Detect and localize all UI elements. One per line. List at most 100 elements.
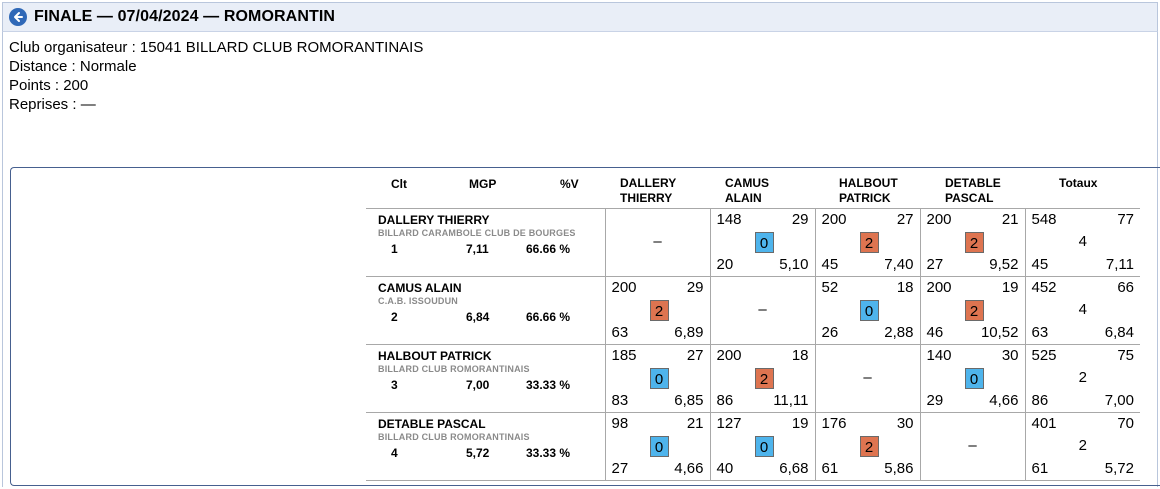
match-average: 6,68 — [779, 460, 809, 477]
total-average: 7,00 — [1104, 392, 1134, 409]
match-cell: 148 29 0 20 5,10 — [709, 208, 816, 277]
player-win-pct: 33.33 % — [526, 446, 571, 460]
match-average: 6,85 — [674, 392, 704, 409]
match-cell: 52 18 0 26 2,88 — [814, 276, 921, 345]
match-best-serie: 27 — [611, 460, 629, 477]
match-reprises: 19 — [1001, 279, 1019, 296]
total-average: 6,84 — [1104, 324, 1134, 341]
self-match-dash: – — [968, 437, 977, 454]
header-opponent: HALBOUT PATRICK — [839, 176, 898, 205]
match-best-serie: 40 — [716, 460, 734, 477]
match-reprises: 27 — [896, 211, 914, 228]
total-reprises: 66 — [1117, 279, 1134, 296]
match-points: 200 — [716, 347, 742, 364]
total-reprises: 70 — [1117, 415, 1134, 432]
match-reprises: 29 — [791, 211, 809, 228]
match-cell: 200 18 2 86 11,11 — [709, 344, 816, 413]
player-club: BILLARD CLUB ROMORANTINAIS — [378, 432, 530, 442]
match-cell: 200 21 2 27 9,52 — [919, 208, 1026, 277]
back-arrow-icon[interactable] — [9, 8, 27, 26]
total-points: 548 — [1031, 211, 1057, 228]
match-cell: 127 19 0 40 6,68 — [709, 412, 816, 481]
match-reprises: 29 — [686, 279, 704, 296]
match-result-badge: 2 — [859, 232, 879, 253]
match-best-serie: 86 — [716, 392, 734, 409]
total-best-serie: 61 — [1031, 460, 1049, 477]
total-reprises: 77 — [1117, 211, 1134, 228]
header-clt: Clt — [391, 177, 407, 191]
match-best-serie: 29 — [926, 392, 944, 409]
self-match-dash: – — [653, 233, 662, 250]
match-average: 2,88 — [884, 324, 914, 341]
player-rank: 1 — [391, 242, 398, 256]
total-match-points: 2 — [1078, 437, 1087, 454]
player-name: DALLERY THIERRY — [378, 213, 490, 227]
match-cell: 98 21 0 27 4,66 — [604, 412, 711, 481]
player-mgp: 5,72 — [466, 446, 490, 460]
table-row: DETABLE PASCAL BILLARD CLUB ROMORANTINAIS… — [366, 412, 1140, 481]
match-reprises: 18 — [791, 347, 809, 364]
header-opponent: CAMUS ALAIN — [725, 176, 769, 205]
match-average: 11,11 — [773, 392, 809, 409]
match-best-serie: 27 — [926, 256, 944, 273]
totals-cell: 401 70 2 61 5,72 — [1024, 412, 1140, 481]
match-average: 5,86 — [884, 460, 914, 477]
match-best-serie: 45 — [821, 256, 839, 273]
table-row: DALLERY THIERRY BILLARD CARAMBOLE CLUB DE… — [366, 208, 1140, 277]
totals-cell: 525 75 2 86 7,00 — [1024, 344, 1140, 413]
distance-info: Distance : Normale — [9, 58, 137, 75]
reprises-info: Reprises : — — [9, 96, 96, 113]
player-club: C.A.B. ISSOUDUN — [378, 296, 459, 306]
match-points: 200 — [821, 211, 847, 228]
match-result-badge: 0 — [859, 300, 879, 321]
match-average: 4,66 — [989, 392, 1019, 409]
match-best-serie: 63 — [611, 324, 629, 341]
self-match-dash: – — [863, 369, 872, 386]
total-match-points: 4 — [1078, 233, 1087, 250]
totals-cell: 548 77 4 45 7,11 — [1024, 208, 1140, 277]
match-result-badge: 0 — [754, 436, 774, 457]
match-average: 10,52 — [980, 324, 1019, 341]
total-points: 525 — [1031, 347, 1057, 364]
match-average: 9,52 — [989, 256, 1019, 273]
page-title: FINALE — 07/04/2024 — ROMORANTIN — [34, 8, 336, 25]
match-reprises: 19 — [791, 415, 809, 432]
player-club: BILLARD CARAMBOLE CLUB DE BOURGES — [378, 228, 576, 238]
match-best-serie: 26 — [821, 324, 839, 341]
match-cell: – — [814, 344, 921, 413]
match-points: 176 — [821, 415, 847, 432]
match-average: 6,89 — [674, 324, 704, 341]
match-best-serie: 61 — [821, 460, 839, 477]
match-result-badge: 2 — [964, 232, 984, 253]
match-points: 52 — [821, 279, 839, 296]
player-rank: 4 — [391, 446, 398, 460]
player-win-pct: 33.33 % — [526, 378, 571, 392]
match-cell: – — [604, 208, 711, 277]
organizer-club: Club organisateur : 15041 BILLARD CLUB R… — [9, 39, 424, 56]
match-average: 7,40 — [884, 256, 914, 273]
self-match-dash: – — [758, 301, 767, 318]
results-table: DALLERY THIERRY BILLARD CARAMBOLE CLUB DE… — [366, 208, 1140, 481]
total-best-serie: 63 — [1031, 324, 1049, 341]
match-cell: 200 19 2 46 10,52 — [919, 276, 1026, 345]
table-row: CAMUS ALAIN C.A.B. ISSOUDUN 2 6,84 66.66 % 20… — [366, 276, 1140, 345]
match-reprises: 27 — [686, 347, 704, 364]
match-result-badge: 0 — [649, 436, 669, 457]
header-mgp: MGP — [469, 177, 497, 191]
total-reprises: 75 — [1117, 347, 1134, 364]
match-reprises: 21 — [686, 415, 704, 432]
match-result-badge: 2 — [754, 368, 774, 389]
total-best-serie: 45 — [1031, 256, 1049, 273]
player-mgp: 7,11 — [466, 242, 489, 256]
match-reprises: 18 — [896, 279, 914, 296]
match-points: 148 — [716, 211, 742, 228]
match-best-serie: 83 — [611, 392, 629, 409]
match-points: 140 — [926, 347, 952, 364]
match-reprises: 30 — [1001, 347, 1019, 364]
match-points: 98 — [611, 415, 629, 432]
total-points: 452 — [1031, 279, 1057, 296]
match-reprises: 30 — [896, 415, 914, 432]
player-cell: CAMUS ALAIN C.A.B. ISSOUDUN 2 6,84 66.66 % — [366, 276, 606, 345]
player-win-pct: 66.66 % — [526, 310, 571, 324]
player-mgp: 6,84 — [466, 310, 490, 324]
